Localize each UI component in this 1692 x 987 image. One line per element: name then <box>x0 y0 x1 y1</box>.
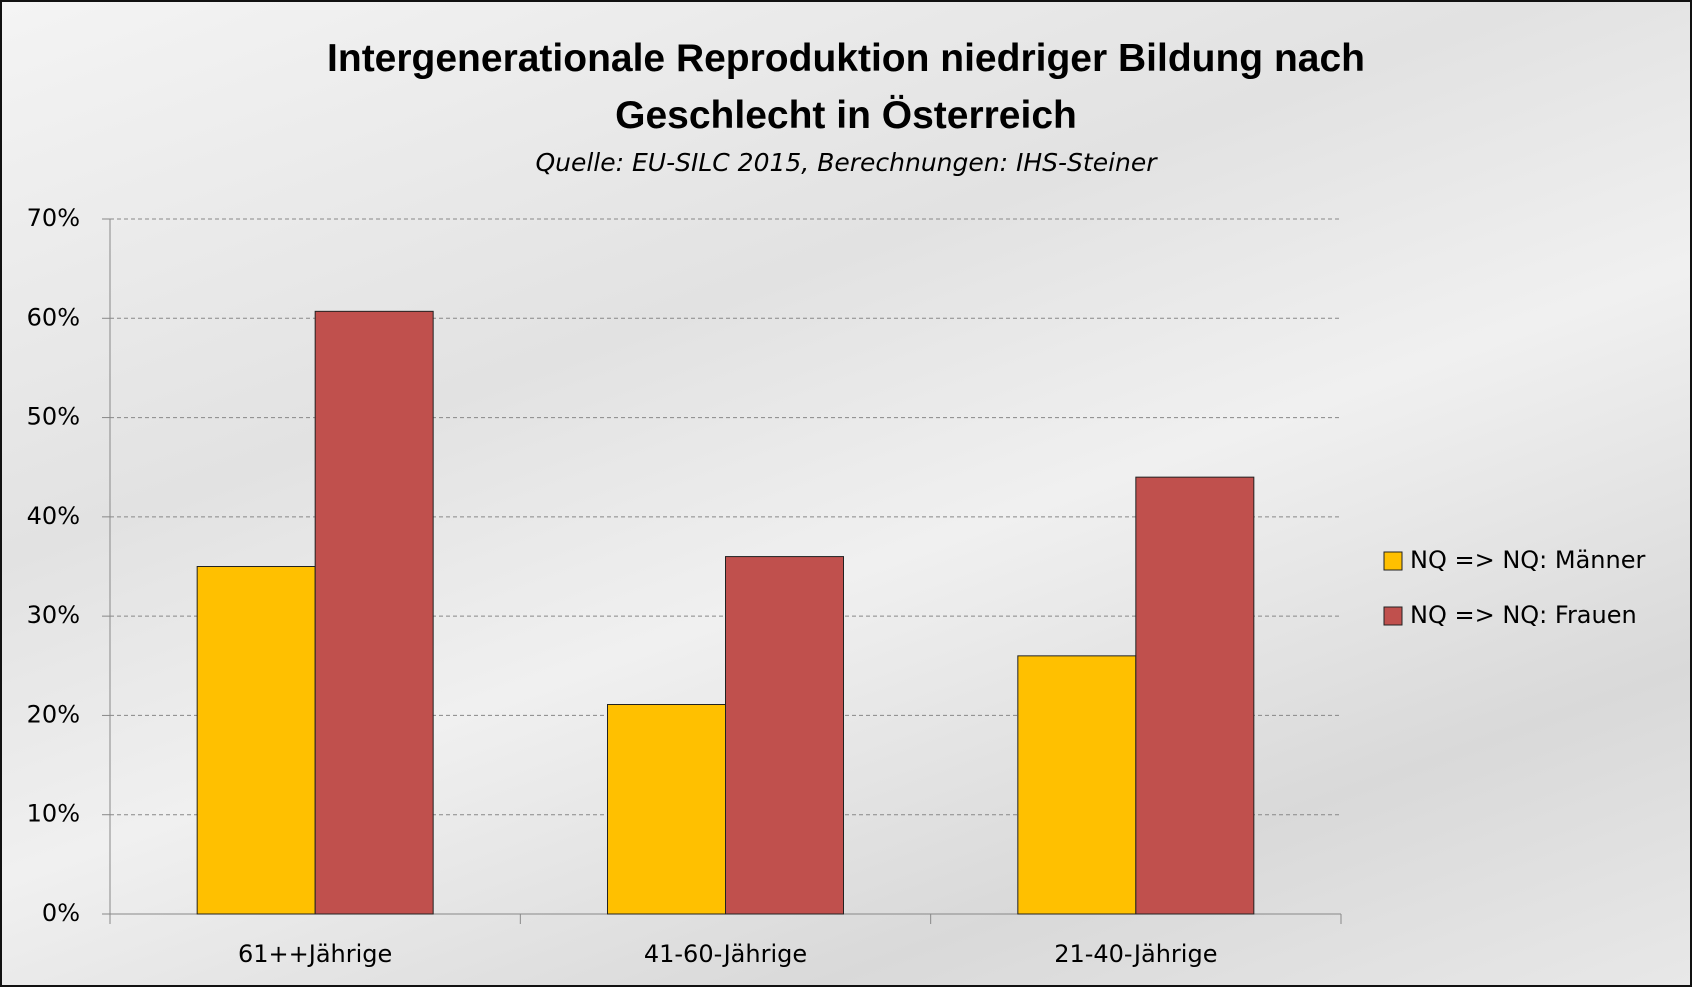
bar <box>314 310 434 915</box>
legend-swatch <box>1383 551 1403 571</box>
y-tick-label: 60% <box>27 303 80 331</box>
y-tick-label: 20% <box>27 700 80 728</box>
bar <box>1017 655 1137 915</box>
x-tick-label: 21-40-Jährige <box>1054 940 1217 968</box>
legend-swatch <box>1383 606 1403 626</box>
bar <box>725 556 844 915</box>
x-tick-label: 41-60-Jährige <box>644 940 807 968</box>
y-tick-label: 30% <box>27 601 80 629</box>
y-tick-label: 0% <box>42 899 80 927</box>
y-tick-label: 10% <box>27 800 80 828</box>
x-tick-label: 61++Jährige <box>238 940 392 968</box>
bar <box>1135 476 1255 915</box>
chart-title: Intergenerationale Reproduktion niedrige… <box>327 37 1365 137</box>
y-tick-label: 40% <box>27 502 80 530</box>
chart-subtitle: Quelle: EU-SILC 2015, Berechnungen: IHS-… <box>535 148 1157 177</box>
legend-label: NQ => NQ: Frauen <box>1410 601 1637 629</box>
legend-label: NQ => NQ: Männer <box>1410 546 1645 574</box>
y-tick-label: 70% <box>27 204 80 232</box>
bar <box>607 704 726 915</box>
y-tick-label: 50% <box>27 403 80 431</box>
bar <box>196 566 316 915</box>
